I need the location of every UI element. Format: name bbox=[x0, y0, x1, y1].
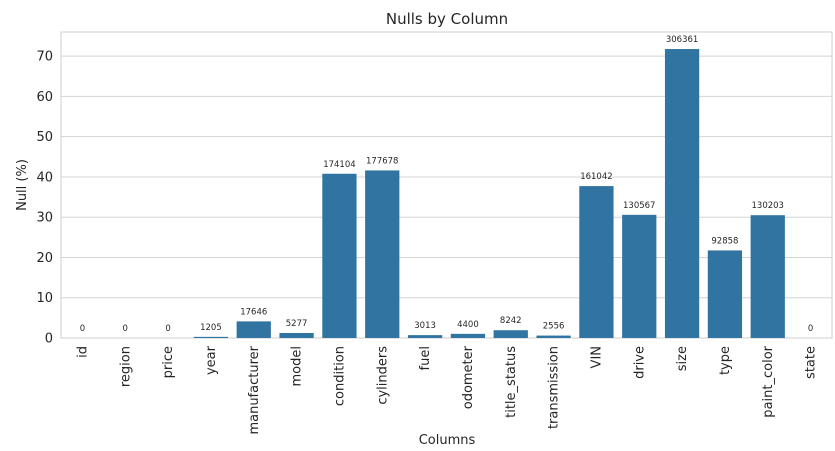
grid-layer bbox=[61, 55, 832, 339]
bar bbox=[279, 333, 314, 338]
bar bbox=[236, 321, 271, 338]
x-tick-label: VIN bbox=[589, 346, 604, 368]
data-label: 2556 bbox=[543, 322, 565, 332]
bar bbox=[536, 335, 571, 338]
data-label: 17646 bbox=[240, 307, 267, 317]
data-label: 0 bbox=[123, 324, 128, 334]
data-label: 130203 bbox=[752, 201, 784, 211]
y-tick-label: 20 bbox=[36, 251, 53, 266]
x-tick-label: title_status bbox=[504, 346, 519, 418]
y-tick-labels: 0 10 20 30 40 50 60 70 bbox=[36, 50, 53, 347]
data-label: 92858 bbox=[711, 236, 738, 246]
data-label: 306361 bbox=[666, 35, 698, 45]
bar bbox=[322, 173, 357, 338]
data-label: 174104 bbox=[323, 160, 355, 170]
data-label: 130567 bbox=[623, 201, 655, 211]
x-tick-label: manufacturer bbox=[247, 345, 262, 434]
y-tick-label: 60 bbox=[36, 90, 53, 105]
data-label: 0 bbox=[165, 324, 170, 334]
y-axis-label: Null (%) bbox=[15, 159, 30, 211]
data-label: 5277 bbox=[286, 319, 308, 329]
y-tick-label: 70 bbox=[36, 50, 53, 65]
x-tick-label: fuel bbox=[418, 346, 433, 370]
x-tick-label: model bbox=[290, 346, 305, 386]
x-tick-label: size bbox=[675, 346, 690, 371]
data-label: 4400 bbox=[457, 320, 479, 330]
x-tick-label: region bbox=[118, 346, 133, 387]
bar bbox=[579, 186, 614, 338]
bar bbox=[407, 335, 443, 338]
x-tick-label: odometer bbox=[461, 345, 476, 409]
x-axis-label: Columns bbox=[419, 433, 476, 448]
x-tick-label: state bbox=[804, 346, 819, 379]
x-tick-label: transmission bbox=[547, 346, 562, 429]
bar bbox=[664, 49, 700, 339]
data-label: 8242 bbox=[500, 316, 522, 326]
plot-frame bbox=[60, 31, 833, 339]
data-labels: 0 0 0 1205 17646 5277 174104 177678 3013 4400 8242… bbox=[80, 35, 814, 334]
x-tick-label: year bbox=[204, 345, 219, 375]
bar bbox=[750, 215, 785, 338]
chart-title: Nulls by Column bbox=[386, 10, 508, 28]
bar bbox=[493, 330, 528, 338]
x-tick-label: condition bbox=[332, 346, 347, 406]
bar bbox=[707, 250, 743, 338]
x-tick-label: type bbox=[718, 346, 733, 375]
bar bbox=[193, 336, 229, 338]
data-label: 0 bbox=[80, 324, 85, 334]
x-tick-label: price bbox=[161, 346, 176, 378]
bar-layer bbox=[193, 49, 785, 339]
data-label: 177678 bbox=[366, 156, 398, 166]
x-tick-label: cylinders bbox=[375, 346, 390, 405]
y-tick-label: 30 bbox=[36, 211, 53, 226]
y-tick-label: 50 bbox=[36, 130, 53, 145]
x-tick-labels: id region price year manufacturer model condit… bbox=[75, 345, 818, 434]
data-label: 0 bbox=[808, 324, 813, 334]
y-tick-label: 0 bbox=[45, 332, 53, 347]
x-tick-label: drive bbox=[632, 346, 647, 379]
bar bbox=[365, 170, 400, 338]
x-tick-label: id bbox=[75, 346, 90, 358]
data-label: 161042 bbox=[580, 172, 612, 182]
y-tick-label: 10 bbox=[36, 291, 53, 306]
data-label: 3013 bbox=[414, 321, 436, 331]
data-label: 1205 bbox=[200, 323, 222, 333]
bar bbox=[622, 214, 657, 338]
bar bbox=[450, 333, 486, 338]
y-tick-label: 40 bbox=[36, 170, 53, 185]
x-tick-label: paint_color bbox=[761, 345, 776, 417]
